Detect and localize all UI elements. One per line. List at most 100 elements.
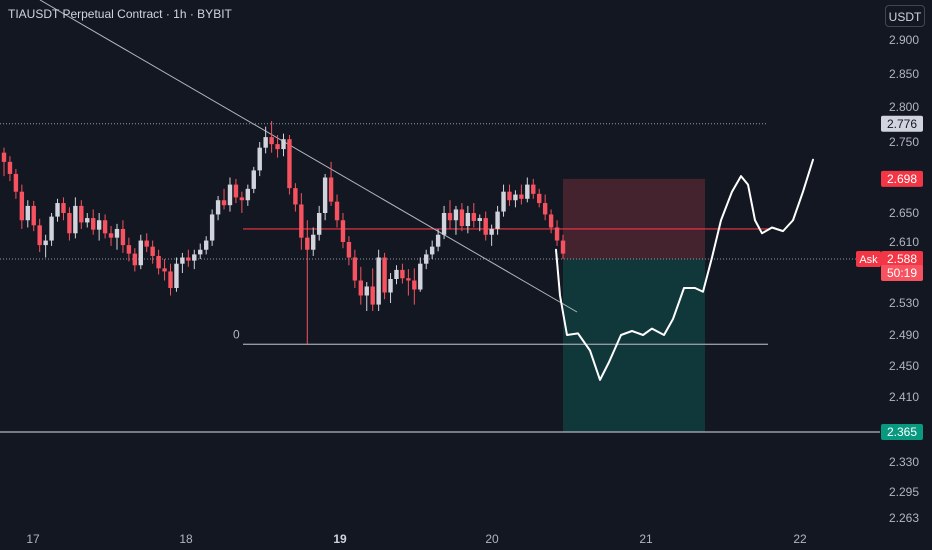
candle bbox=[287, 135, 292, 195]
candle bbox=[548, 209, 554, 234]
price-badge-text: 2.588 bbox=[887, 252, 917, 266]
candle-body bbox=[7, 161, 13, 174]
candle bbox=[269, 121, 274, 153]
candle bbox=[198, 243, 203, 260]
countdown-badge: 50:19 bbox=[881, 265, 923, 282]
candle bbox=[239, 191, 245, 213]
candle-body bbox=[275, 144, 280, 150]
candle-body bbox=[311, 234, 316, 250]
candle-body bbox=[394, 269, 399, 279]
candle bbox=[144, 233, 149, 253]
candle-body bbox=[73, 205, 78, 234]
candle-body bbox=[25, 205, 30, 221]
candle bbox=[7, 156, 13, 182]
x-tick-label: 20 bbox=[485, 532, 499, 546]
candle bbox=[412, 268, 417, 305]
y-tick-label: 2.295 bbox=[889, 485, 919, 499]
candle-body bbox=[376, 257, 381, 305]
x-tick-label: 18 bbox=[179, 532, 193, 546]
candle-body bbox=[554, 227, 560, 241]
candle-body bbox=[192, 254, 197, 261]
candle bbox=[435, 228, 441, 252]
x-tick-label: 21 bbox=[639, 532, 653, 546]
candle-body bbox=[299, 204, 304, 238]
candle bbox=[13, 168, 19, 199]
candle bbox=[424, 249, 429, 270]
level-badge-2776: 2.776 bbox=[881, 115, 923, 132]
candle bbox=[489, 224, 494, 246]
candle-body bbox=[43, 240, 48, 246]
stop-price-badge: 2.698 bbox=[881, 170, 923, 187]
candle-body bbox=[221, 200, 227, 206]
candle bbox=[293, 183, 298, 212]
candle bbox=[67, 207, 72, 241]
candle-body bbox=[126, 245, 132, 254]
candle-body bbox=[281, 139, 286, 150]
candle-body bbox=[257, 147, 262, 171]
currency-button[interactable]: USDT bbox=[885, 5, 925, 27]
candle-body bbox=[263, 137, 268, 148]
candle-body bbox=[429, 246, 435, 255]
y-tick-label: 2.263 bbox=[889, 511, 919, 525]
candle-body bbox=[459, 209, 465, 227]
candle-body bbox=[293, 188, 298, 205]
candle-body bbox=[269, 137, 274, 145]
candle-body bbox=[114, 228, 120, 238]
candle-body bbox=[316, 213, 322, 235]
candle bbox=[114, 223, 120, 250]
candle-body bbox=[91, 218, 96, 230]
candle bbox=[233, 178, 239, 204]
candle-body bbox=[477, 218, 482, 221]
candle-body bbox=[96, 220, 102, 230]
candle-body bbox=[55, 203, 60, 217]
candle-body bbox=[245, 188, 251, 201]
candle-body bbox=[406, 278, 411, 281]
last-price-badge: 2.588 bbox=[881, 251, 923, 268]
candle bbox=[275, 135, 280, 158]
candle-body bbox=[1, 152, 7, 162]
price-badge-bg bbox=[881, 265, 923, 282]
candle bbox=[37, 218, 42, 253]
candle-body bbox=[328, 177, 334, 202]
candle bbox=[554, 220, 560, 246]
candle-body bbox=[162, 268, 167, 272]
candle bbox=[281, 133, 286, 157]
candle-body bbox=[447, 213, 453, 221]
candle bbox=[263, 126, 268, 154]
candle bbox=[418, 257, 423, 292]
candle-body bbox=[483, 218, 488, 235]
candle bbox=[245, 184, 251, 206]
candle-body bbox=[388, 279, 393, 293]
price-badge-text: 2.365 bbox=[887, 425, 917, 439]
candle bbox=[79, 200, 84, 229]
candle bbox=[180, 252, 185, 273]
candle bbox=[227, 177, 233, 212]
candle bbox=[209, 209, 215, 246]
candle bbox=[400, 263, 405, 284]
candle-body bbox=[322, 177, 328, 213]
candle bbox=[126, 237, 132, 262]
candle-body bbox=[525, 184, 530, 199]
candle-body bbox=[198, 249, 203, 255]
candle bbox=[150, 240, 155, 264]
ask-label: Ask bbox=[859, 254, 878, 266]
candle bbox=[477, 214, 482, 232]
candle-body bbox=[382, 257, 387, 293]
candle-body bbox=[352, 257, 358, 281]
candle bbox=[55, 198, 60, 222]
candle bbox=[406, 269, 411, 296]
candle-body bbox=[305, 237, 310, 250]
candle-body bbox=[507, 191, 512, 201]
candle-body bbox=[132, 253, 138, 266]
price-badge-text: 2.776 bbox=[887, 117, 917, 131]
candle-body bbox=[108, 233, 114, 238]
candle bbox=[168, 263, 173, 296]
candle bbox=[138, 234, 143, 270]
candle bbox=[61, 197, 66, 221]
candle-body bbox=[548, 214, 554, 228]
candle bbox=[531, 178, 536, 199]
candle-body bbox=[186, 257, 191, 261]
candle-body bbox=[79, 205, 84, 223]
candle-body bbox=[531, 184, 536, 194]
